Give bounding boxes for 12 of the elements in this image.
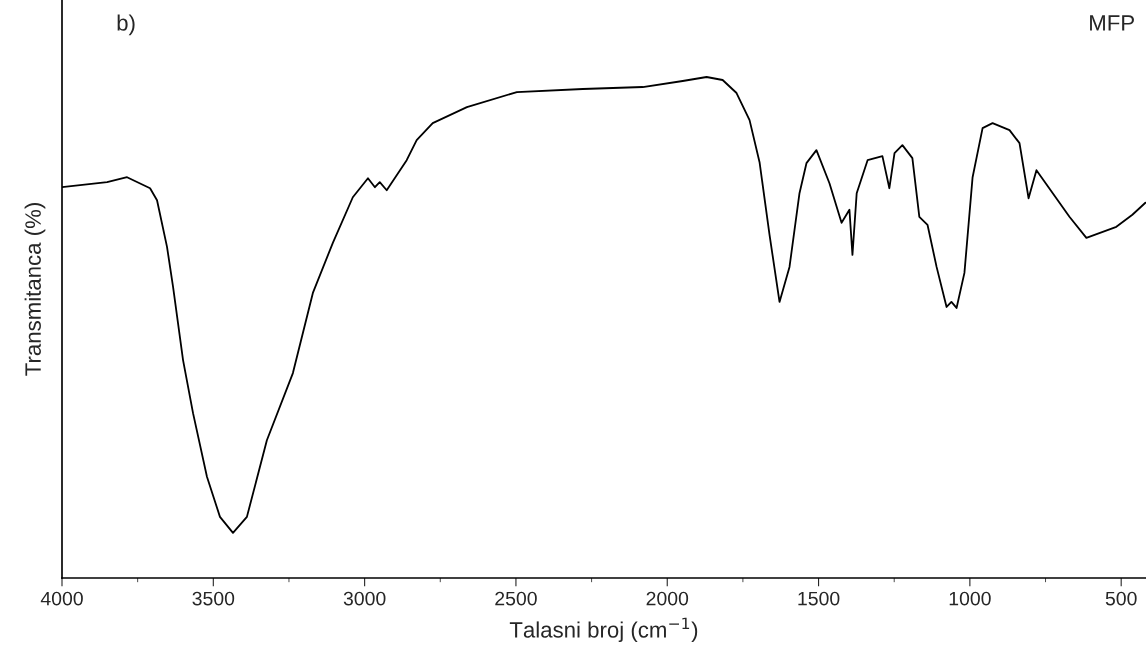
x-tick-label: 1000: [949, 591, 991, 606]
x-tick-label: 2000: [646, 591, 689, 606]
x-tick-label: 500: [1105, 591, 1137, 606]
x-tick-label: 1500: [798, 591, 840, 606]
x-tick-label: 3000: [343, 591, 386, 606]
text: b): [117, 14, 135, 36]
y-axis-title: Transmitanca (%): [24, 203, 46, 376]
text: MFP: [1090, 15, 1134, 31]
x-axis-title: Talasni broj (cm$^{−1}$): [509, 617, 698, 643]
x-tick-label: 4000: [40, 591, 83, 606]
x-tick-label: 3500: [192, 591, 235, 606]
x-tick-label: 2500: [495, 591, 537, 606]
